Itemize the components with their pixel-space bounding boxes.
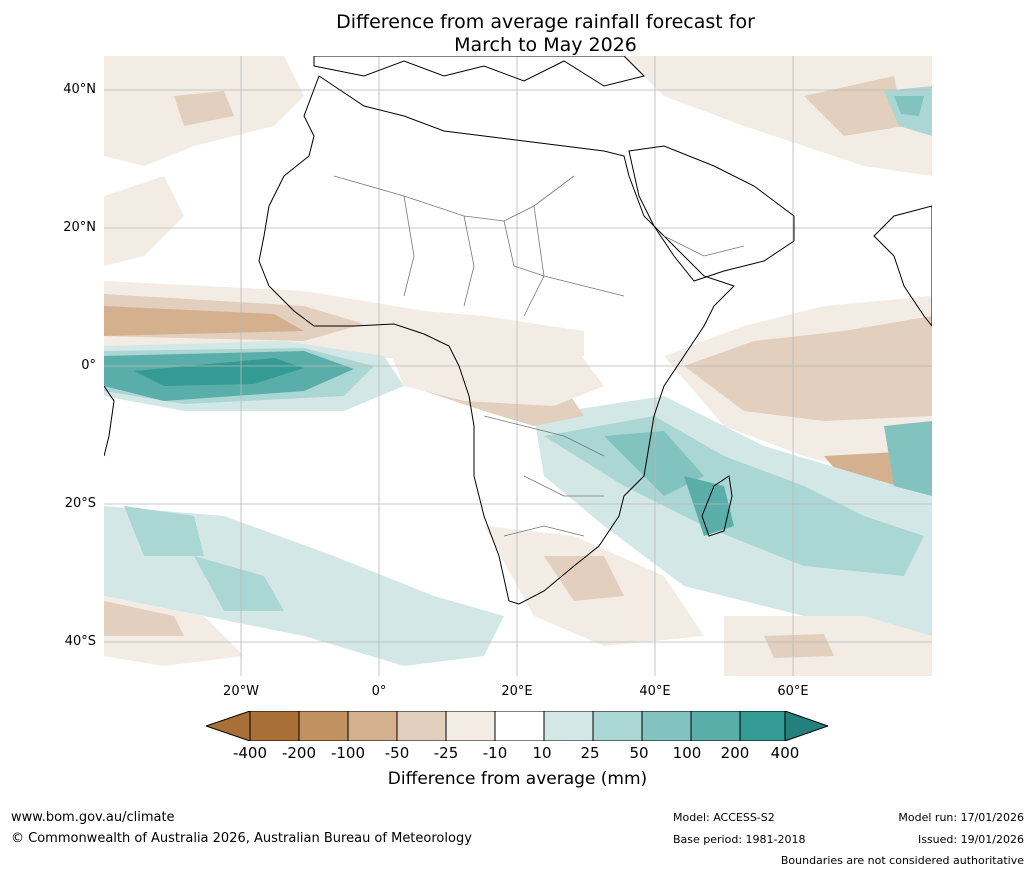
contour-dry-congo-2	[384, 331, 604, 406]
contour-wet-atlantic-4	[134, 358, 304, 386]
footer-model-run: Model run: 17/01/2026	[898, 811, 1024, 824]
colorbar	[206, 711, 828, 741]
colorbar-seg-1	[249, 711, 300, 741]
colorbar-label: -200	[281, 744, 317, 762]
colorbar-seg-5	[445, 711, 496, 741]
india-coastline	[873, 205, 932, 327]
lat-label-20n: 20°N	[63, 220, 96, 235]
contour-dry-guinea-3	[104, 306, 304, 336]
lon-label-40e: 40°E	[639, 684, 671, 699]
colorbar-seg-4	[396, 711, 447, 741]
colorbar-label: -25	[433, 744, 459, 762]
colorbar-label: 25	[580, 744, 600, 762]
footer-model: Model: ACCESS-S2	[673, 811, 775, 824]
footer-issued: Issued: 19/01/2026	[917, 833, 1024, 846]
lat-label-0: 0°	[81, 358, 96, 373]
footer-copyright: © Commonwealth of Australia 2026, Austra…	[11, 831, 472, 846]
colorbar-label: -50	[384, 744, 410, 762]
lon-label-20e: 20°E	[501, 684, 533, 699]
colorbar-seg-9	[641, 711, 692, 741]
contour-dry-south-africa-2	[544, 556, 624, 601]
madagascar-coastline	[701, 475, 733, 537]
coastlines	[104, 56, 932, 605]
colorbar-extend-low	[206, 711, 251, 741]
colorbar-label: -100	[330, 744, 366, 762]
lat-label-40n: 40°N	[63, 82, 96, 97]
contour-dry-indian-2	[684, 316, 932, 421]
colorbar-seg-6	[494, 711, 545, 741]
colorbar-seg-2	[298, 711, 349, 741]
colorbar-label: 10	[532, 744, 552, 762]
colorbar-label: 400	[770, 744, 800, 762]
colorbar-extend-high	[784, 711, 828, 741]
rainfall-map-svg	[104, 56, 932, 676]
arabia-coastline	[628, 145, 795, 282]
anomaly-contours	[104, 56, 932, 676]
contour-wet-south-atlantic-1	[104, 506, 504, 666]
south-america-coastline	[104, 385, 115, 457]
contour-wet-indian-3	[604, 431, 704, 496]
footer-base-period: Base period: 1981-2018	[673, 833, 806, 846]
contour-dry-mideast-2	[804, 76, 904, 136]
rainfall-map	[104, 56, 932, 676]
country-borders	[333, 175, 745, 537]
colorbar-label: 50	[629, 744, 649, 762]
contour-wet-indian-4	[684, 476, 734, 536]
lon-label-0: 0°	[371, 684, 387, 699]
graticule	[104, 56, 932, 676]
contour-wet-madagascar-east	[884, 421, 932, 496]
colorbar-title: Difference from average (mm)	[387, 769, 648, 789]
colorbar-seg-8	[592, 711, 643, 741]
map-title-line-2: March to May 2026	[454, 34, 637, 56]
colorbar-seg-3	[347, 711, 398, 741]
contour-dry-north-2	[174, 91, 234, 126]
lat-label-40s: 40°S	[64, 634, 96, 649]
lat-label-20s: 20°S	[64, 496, 96, 511]
europe-coastline	[313, 56, 645, 87]
contour-dry-south-atlantic-2	[104, 601, 184, 636]
contour-wet-caspian-2	[894, 96, 924, 116]
colorbar-seg-7	[543, 711, 594, 741]
colorbar-label: -400	[232, 744, 268, 762]
lon-label-60e: 60°E	[777, 684, 809, 699]
map-title-line-1: Difference from average rainfall forecas…	[336, 11, 755, 33]
contour-wet-south-atlantic-3	[194, 556, 284, 611]
contour-wet-south-atlantic-2	[124, 506, 204, 556]
colorbar-label: -10	[482, 744, 508, 762]
colorbar-seg-11	[739, 711, 786, 741]
colorbar-label: 200	[720, 744, 750, 762]
contour-dry-atlantic-west	[104, 176, 184, 266]
colorbar-seg-10	[690, 711, 741, 741]
contour-dry-south-indian-2	[764, 634, 834, 658]
lon-label-20w: 20°W	[223, 684, 259, 699]
footer-website[interactable]: www.bom.gov.au/climate	[11, 810, 175, 825]
footer-boundaries: Boundaries are not considered authoritat…	[780, 854, 1024, 867]
colorbar-label: 100	[672, 744, 702, 762]
africa-coastline	[258, 75, 735, 605]
